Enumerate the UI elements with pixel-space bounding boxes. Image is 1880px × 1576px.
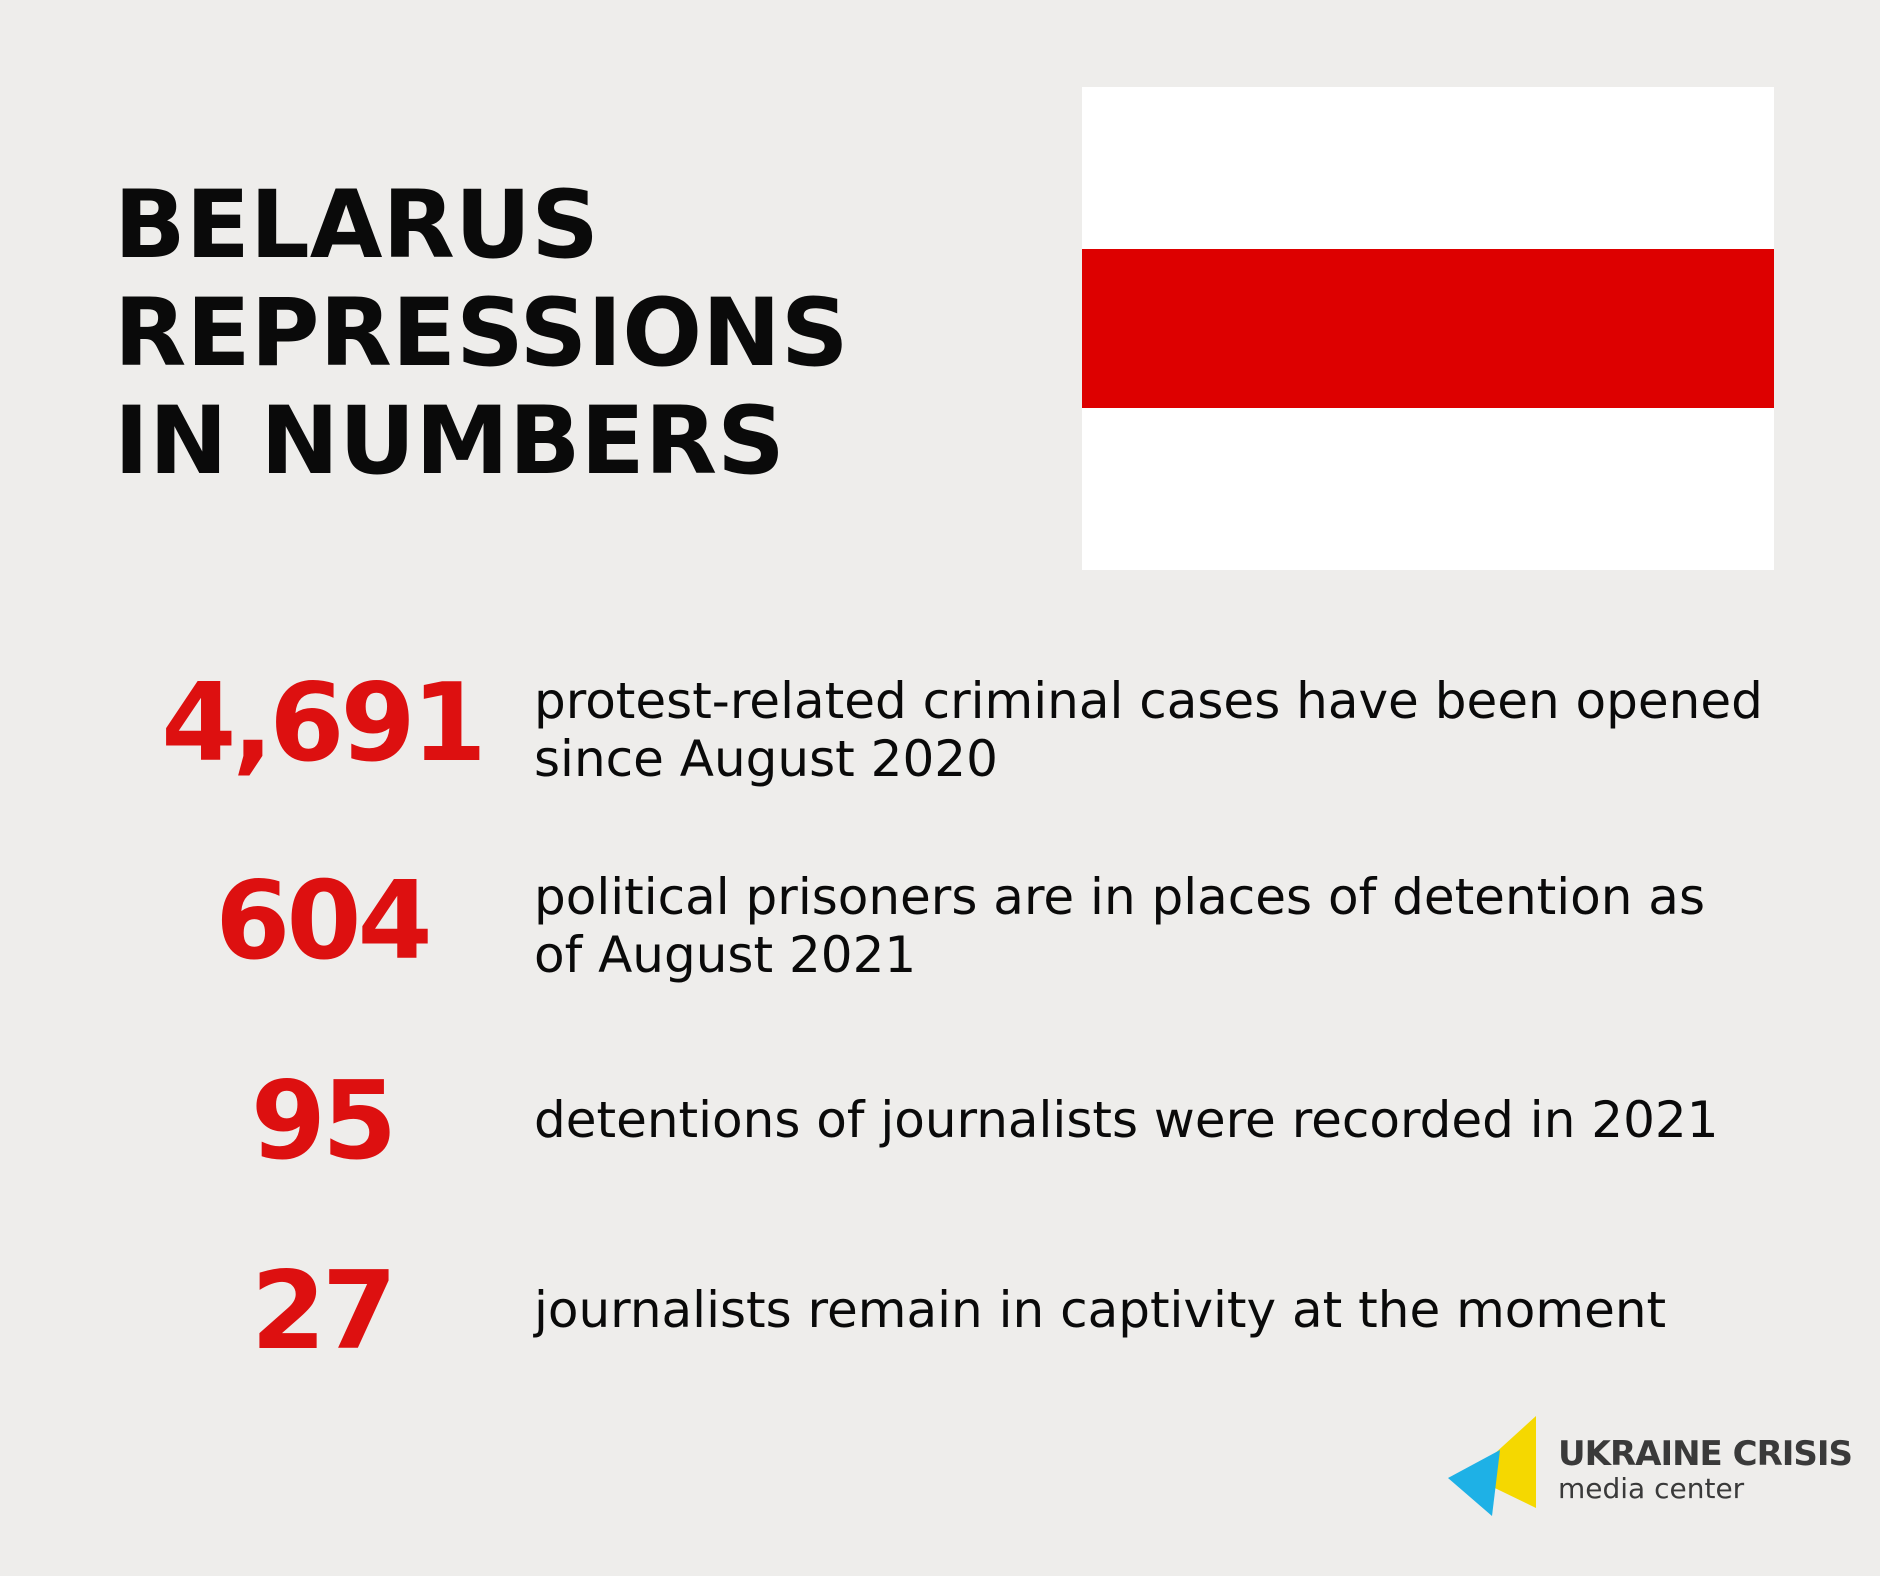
logo-subtitle: media center	[1558, 1472, 1745, 1505]
stat-number: 4,691	[161, 661, 487, 786]
logo-yellow-triangle	[1470, 1416, 1536, 1508]
logo-name: UKRAINE CRISIS	[1558, 1434, 1853, 1474]
flag-white-band-top	[1082, 87, 1774, 249]
ukraine-crisis-media-center-logo: UKRAINE CRISIS media center	[1448, 1416, 1853, 1516]
stat-number: 27	[250, 1249, 397, 1374]
stat-description: journalists remain in captivity at the m…	[534, 1281, 1667, 1339]
page-title: BELARUS REPRESSIONS IN NUMBERS	[114, 172, 849, 496]
stat-number: 604	[215, 859, 432, 984]
stat-number: 95	[250, 1059, 397, 1184]
logo-blue-triangle	[1448, 1450, 1500, 1516]
stat-description: detentions of journalists were recorded …	[534, 1091, 1719, 1149]
title-line-2: REPRESSIONS	[114, 279, 849, 388]
flag-red-band	[1082, 249, 1774, 408]
stat-description: protest-related criminal cases have been…	[534, 672, 1763, 788]
logo-triangle-icon	[1448, 1416, 1536, 1516]
stat-description: political prisoners are in places of det…	[534, 868, 1705, 984]
flag-white-band-bottom	[1082, 408, 1774, 570]
title-line-3: IN NUMBERS	[114, 387, 785, 496]
title-line-1: BELARUS	[114, 171, 599, 280]
belarus-white-red-white-flag	[1082, 87, 1774, 570]
